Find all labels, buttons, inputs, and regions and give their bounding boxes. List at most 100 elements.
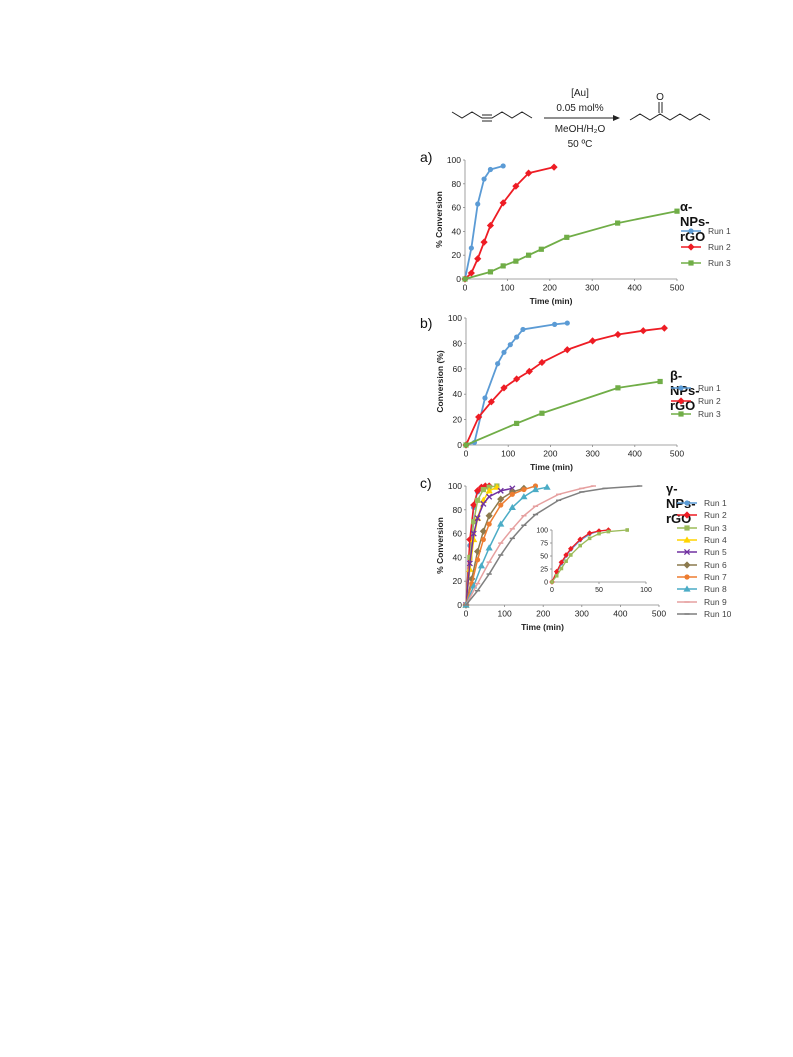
- chart-c-data-point: [466, 560, 473, 567]
- chart-c-inset-data-point: [569, 547, 573, 552]
- legend-label: Run 3: [698, 408, 721, 419]
- legend-swatch: [677, 574, 697, 580]
- chart-c-data-point: [486, 484, 492, 490]
- chart-c-y-tick-label: 60: [453, 529, 463, 539]
- chart-c-series-4: [462, 483, 501, 608]
- chart-a-data-point: [550, 163, 558, 171]
- chart-c-data-point: [509, 491, 515, 497]
- legend-entry: Run 1: [676, 497, 731, 509]
- chart-c-series-2: [462, 482, 493, 609]
- legend-label: Run 9: [704, 596, 727, 607]
- chart-c-inset-y-tick-label: 0: [544, 579, 548, 586]
- chart-c-data-point: [463, 602, 469, 608]
- catalyst-label: [Au]: [571, 88, 589, 99]
- legend-swatch: [677, 549, 697, 556]
- chart-c-inset-data-point: [563, 552, 569, 558]
- chart-b-series-line-1: [465, 322, 568, 446]
- chart-c-data-point: [467, 542, 473, 549]
- legend-swatch: [671, 410, 691, 417]
- chart-c-x-tick-label: 400: [613, 609, 627, 619]
- chart-c-series-5: [462, 485, 516, 609]
- chart-c-series-7: [463, 483, 539, 608]
- panel-title-b: β-NPs-rGO: [670, 368, 700, 413]
- legend-label: Run 8: [704, 584, 727, 595]
- chart-c-inset-series-line-2: [551, 529, 609, 583]
- chart-a-x-tick-label: 0: [463, 283, 468, 293]
- chart-b-data-point: [589, 337, 597, 345]
- chart-b-data-point: [475, 413, 483, 421]
- chart-c-data-point: [497, 520, 505, 527]
- panel-label-c: c): [420, 475, 432, 491]
- chart-c-data-point: [480, 486, 486, 493]
- legend-swatch: [681, 260, 701, 266]
- chart-c-series-line-10: [465, 485, 640, 606]
- chart-b-data-point: [514, 420, 520, 427]
- chart-c-data-point: [462, 601, 470, 608]
- chart-a-data-point: [487, 269, 494, 275]
- chart-b-y-tick-label: 40: [453, 389, 463, 399]
- legend-entry: Run 3: [670, 407, 721, 420]
- chart-a-y-tick-label: 0: [456, 274, 461, 284]
- panel-label-a: a): [420, 149, 433, 165]
- chart-b-data-point: [507, 342, 513, 348]
- chart-a-data-point: [467, 269, 475, 277]
- chart-a-x-tick-label: 300: [585, 283, 599, 293]
- legend-marker: [683, 561, 691, 569]
- chart-c-data-point: [532, 483, 539, 489]
- chart-c-inset-series-1: [550, 528, 611, 584]
- chart-c-data-point: [521, 486, 527, 493]
- chart-c-y-tick-label: 100: [448, 481, 462, 491]
- chart-a-y-tick-label: 60: [452, 203, 462, 213]
- chart-a-data-point: [462, 276, 468, 282]
- chart-b-data-point: [563, 346, 571, 354]
- legend-swatch: [671, 396, 691, 405]
- chart-a-x-tick-label: 400: [628, 283, 642, 293]
- legend-swatch: [671, 384, 691, 391]
- chart-c-data-point: [469, 580, 475, 587]
- legend-label: Run 10: [704, 608, 732, 619]
- chart-c-data-point: [485, 482, 493, 490]
- chart-a-data-point: [487, 166, 494, 173]
- legend-a: Run 1 Run 2 Run 3: [680, 223, 731, 271]
- chart-c-inset-series-line-1: [551, 529, 609, 583]
- chart-c-inset-data-point: [564, 559, 568, 563]
- chart-c-data-point: [509, 485, 516, 492]
- legend-label: Run 4: [704, 535, 727, 546]
- legend-marker: [684, 525, 690, 531]
- chart-b-data-point: [471, 439, 478, 446]
- chart-c-series-10: [463, 485, 643, 606]
- chart-b-data-point: [564, 320, 570, 326]
- legend-marker: [687, 243, 695, 251]
- legend-entry: Run 4: [676, 534, 731, 546]
- legend-entry: Run 10: [676, 608, 731, 620]
- chart-a-data-point: [475, 201, 481, 207]
- chart-c-series-line-9: [465, 485, 594, 606]
- chart-a-data-point: [462, 276, 468, 282]
- legend-marker: [677, 396, 685, 405]
- legend-marker: [688, 228, 694, 234]
- chart-b-data-point: [462, 441, 470, 449]
- chart-b-data-point: [463, 442, 469, 448]
- chart-a-x-tick-label: 500: [670, 283, 684, 293]
- legend-label: Run 3: [708, 258, 731, 268]
- chart-c-inset-data-point: [569, 553, 573, 557]
- chart-c-series-line-8: [465, 486, 548, 606]
- product-oxygen-label: O: [656, 92, 664, 103]
- chart-b-y-axis-title: Conversion (%): [435, 350, 445, 413]
- chart-c-y-tick-label: 0: [457, 600, 462, 610]
- chart-b-series-3: [463, 378, 663, 448]
- legend-marker: [678, 384, 684, 391]
- chart-b-y-tick-label: 0: [457, 440, 462, 450]
- legend-entry: Run 1: [680, 223, 731, 239]
- loading-label: 0.05 mol%: [556, 103, 603, 114]
- chart-b-data-point: [538, 358, 546, 367]
- chart-c-series-line-2: [465, 485, 490, 606]
- chart-b-data-point: [513, 375, 521, 383]
- chart-c-data-point: [478, 484, 485, 490]
- chart-a-data-point: [468, 245, 474, 251]
- chart-b-data-point: [520, 326, 526, 333]
- chart-c-series-line-4: [465, 486, 498, 606]
- chart-c-data-point: [481, 482, 489, 490]
- chart-c-inset-data-point: [605, 527, 612, 533]
